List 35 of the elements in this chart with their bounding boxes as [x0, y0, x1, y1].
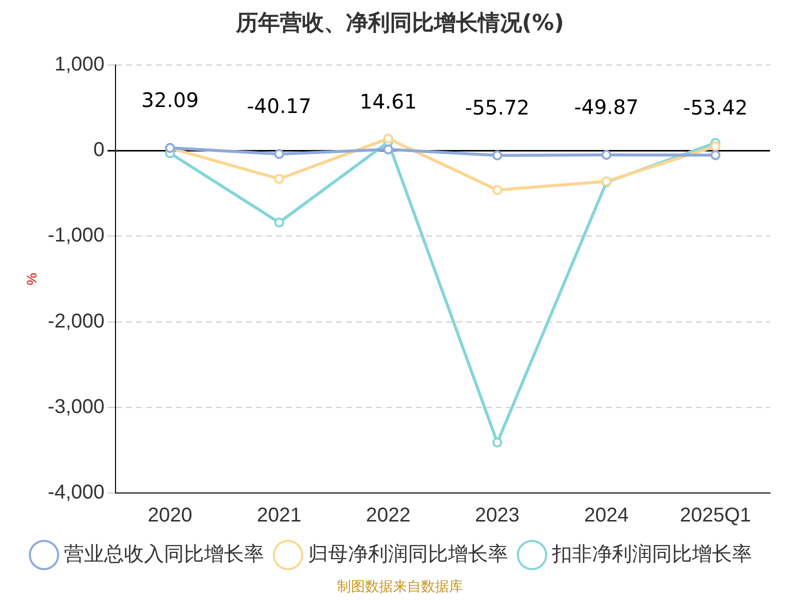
point [710, 141, 720, 152]
chart-title: 历年营收、净利同比增长情况(%) [234, 10, 566, 38]
x-tick-label: 2023 [475, 504, 520, 527]
legend-label: 归母净利润同比增长率 [308, 544, 508, 566]
x-tick-label: 2020 [148, 504, 192, 527]
y-tick-label: -4,000 [48, 482, 105, 504]
y-tick-label: 0 [93, 139, 105, 162]
data-label: 32.09 [141, 88, 199, 112]
y-axis-title: % [23, 272, 40, 286]
x-tick-label: 2025Q1 [680, 504, 752, 527]
point [274, 149, 284, 160]
point [383, 144, 394, 154]
y-tick-label: -1,000 [48, 224, 105, 247]
point [710, 150, 720, 160]
data-label: -53.42 [683, 95, 748, 120]
x-tick-label: 2021 [256, 504, 302, 527]
data-label: -55.72 [465, 96, 530, 120]
point [274, 218, 284, 228]
data-label: -40.17 [246, 94, 312, 118]
point [274, 174, 284, 184]
point [492, 150, 502, 160]
point [492, 184, 502, 195]
data-label: -49.87 [574, 95, 639, 120]
text: 制图数据来自数据库 [336, 578, 464, 596]
x-tick-label: 2024 [584, 504, 629, 527]
y-tick-label: -2,000 [48, 310, 105, 332]
data-label: 14.61 [360, 90, 417, 114]
point [383, 134, 394, 144]
point [601, 150, 612, 160]
y-tick-label: 1,000 [54, 54, 105, 76]
y-tick-label: -3,000 [48, 396, 105, 418]
legend-label: 扣非净利润同比增长率 [551, 544, 752, 566]
x-tick-label: 2022 [366, 504, 410, 527]
legend-label: 营业总收入同比增长率 [64, 544, 264, 566]
point [492, 437, 502, 448]
